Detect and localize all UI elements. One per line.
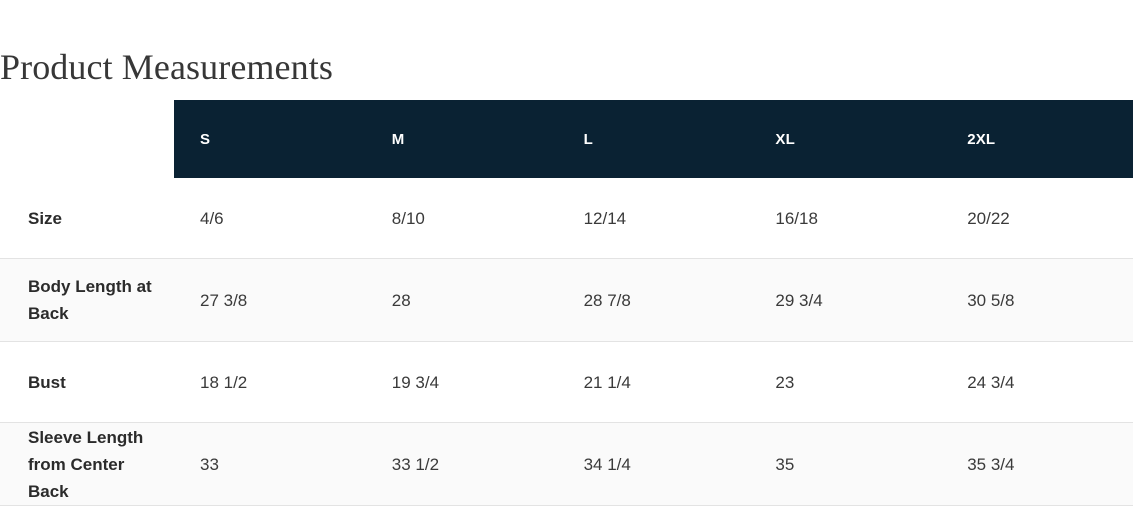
cell-size-m: 8/10 [365, 178, 558, 259]
cell-bust-xl: 23 [749, 341, 942, 423]
cell-bust-2xl: 24 3/4 [941, 341, 1133, 423]
cell-body-length-xl: 29 3/4 [749, 258, 942, 342]
row-label-body-length-at-back: Body Length at Back [0, 258, 174, 342]
cell-sleeve-length-m: 33 1/2 [365, 422, 558, 506]
cell-sleeve-length-l: 34 1/4 [557, 422, 750, 506]
cell-bust-s: 18 1/2 [174, 341, 366, 423]
cell-size-s: 4/6 [174, 178, 366, 259]
cell-size-l: 12/14 [557, 178, 750, 259]
row-label-size: Size [0, 178, 174, 259]
header-row: S M L XL 2XL [0, 100, 1133, 178]
cell-body-length-m: 28 [365, 258, 558, 342]
measurements-table: S M L XL 2XL Size 4/6 8/10 12/14 16/18 2… [0, 100, 1133, 506]
row-label-bust: Bust [0, 341, 174, 423]
cell-sleeve-length-2xl: 35 3/4 [941, 422, 1133, 506]
table-row: Bust 18 1/2 19 3/4 21 1/4 23 24 3/4 [0, 341, 1133, 423]
column-header-xl: XL [749, 100, 942, 178]
column-header-m: M [365, 100, 558, 178]
table-row: Sleeve Length from Center Back 33 33 1/2… [0, 422, 1133, 506]
cell-body-length-s: 27 3/8 [174, 258, 366, 342]
column-header-s: S [174, 100, 366, 178]
row-label-sleeve-length-from-center-back: Sleeve Length from Center Back [0, 422, 174, 506]
cell-body-length-l: 28 7/8 [557, 258, 750, 342]
column-header-l: L [557, 100, 750, 178]
column-header-2xl: 2XL [941, 100, 1133, 178]
page-title: Product Measurements [0, 47, 333, 88]
cell-bust-l: 21 1/4 [557, 341, 750, 423]
table-header: S M L XL 2XL [0, 100, 1133, 178]
header-corner-cell [0, 100, 174, 178]
table-body: Size 4/6 8/10 12/14 16/18 20/22 Body Len… [0, 178, 1133, 506]
cell-size-2xl: 20/22 [941, 178, 1133, 259]
cell-sleeve-length-s: 33 [174, 422, 366, 506]
cell-body-length-2xl: 30 5/8 [941, 258, 1133, 342]
table-row: Body Length at Back 27 3/8 28 28 7/8 29 … [0, 258, 1133, 342]
cell-size-xl: 16/18 [749, 178, 942, 259]
cell-sleeve-length-xl: 35 [749, 422, 942, 506]
table-row: Size 4/6 8/10 12/14 16/18 20/22 [0, 178, 1133, 259]
cell-bust-m: 19 3/4 [365, 341, 558, 423]
